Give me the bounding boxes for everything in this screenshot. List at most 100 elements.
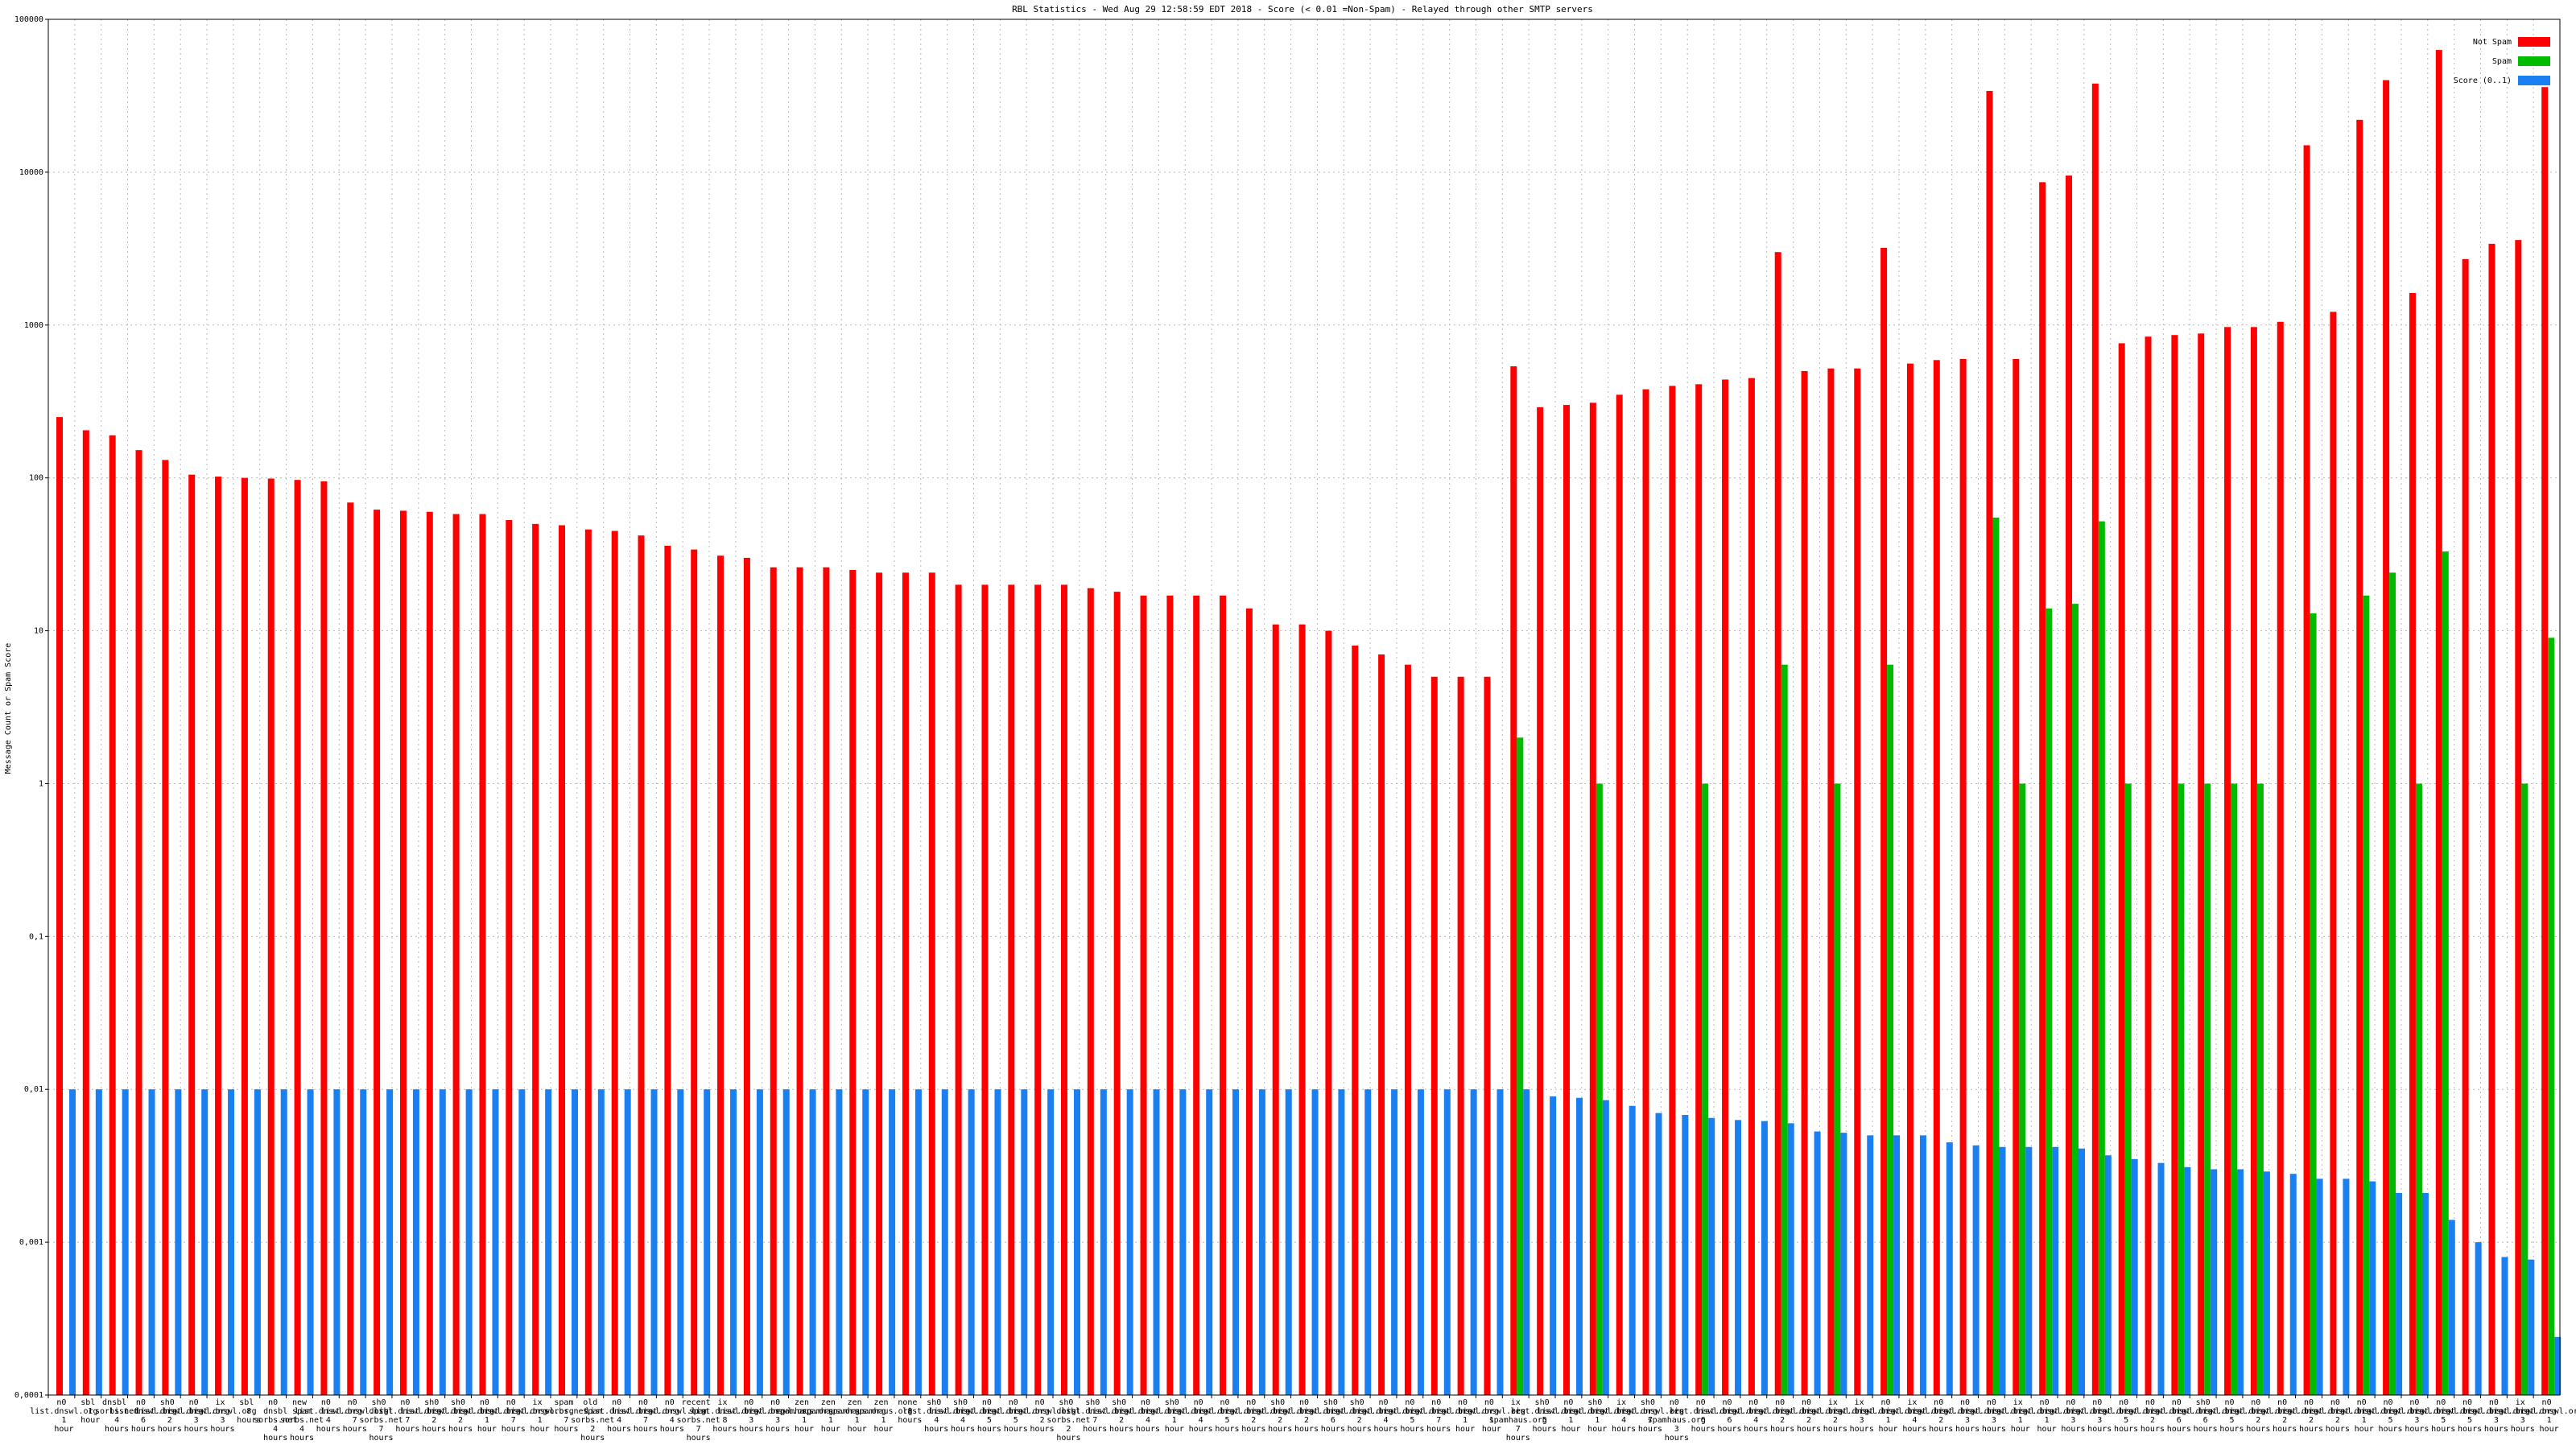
bar: [730, 1089, 737, 1395]
x-tick-label: n0 list.dnswl.org 3 hours: [1955, 1398, 2028, 1434]
bar: [2046, 608, 2053, 1395]
bar: [1801, 370, 1808, 1395]
x-tick-label: ix list.dnswl.org 1 hour: [1982, 1398, 2054, 1434]
bar: [2421, 1192, 2429, 1395]
bar: [254, 1089, 261, 1395]
bar: [2343, 1179, 2350, 1395]
bar: [360, 1089, 367, 1395]
bar: [1061, 584, 1067, 1395]
bar: [1946, 1142, 1953, 1395]
bar: [2548, 638, 2555, 1395]
x-tick-label: n0 list.dnswl.org 5 hours: [951, 1398, 1023, 1434]
x-tick-label: ix list.dnswl.org 8 hours: [686, 1398, 758, 1434]
x-tick-label: n0 list.dnswl.org 4 hours: [1717, 1398, 1790, 1434]
bar: [545, 1089, 552, 1395]
y-tick-label: 100: [29, 474, 43, 483]
bar: [823, 567, 830, 1395]
bar: [1722, 379, 1729, 1395]
x-tick-label: sh0 list.dnswl.org 6 hours: [1294, 1398, 1367, 1434]
x-tick-label: n0 list.dnswl.org 3 hours: [2458, 1398, 2530, 1434]
bar: [1206, 1089, 1213, 1395]
x-tick-label: sh0 list.dnswl.org 6 hours: [2166, 1398, 2239, 1434]
bar: [2448, 1220, 2455, 1395]
bar: [770, 567, 777, 1395]
x-tick-label: n0 list.dnswl.org 4 hours: [1109, 1398, 1182, 1434]
bar: [1774, 252, 1781, 1396]
x-tick-label: n0 list.dnswl.org 1 hour: [1849, 1398, 1922, 1434]
x-tick-label: n0 list.dnswl.org 2 hours: [1268, 1398, 1340, 1434]
x-tick-label: n0 list.dnswl.org 2 hours: [1215, 1398, 1287, 1434]
bar: [2316, 1179, 2323, 1395]
bar: [650, 1089, 658, 1395]
bar: [1702, 783, 1709, 1395]
bar: [1629, 1105, 1636, 1395]
bar: [928, 572, 935, 1395]
bar: [584, 529, 592, 1395]
x-tick-label: n0 list.dnswl.org 1 hour: [448, 1398, 521, 1434]
bar: [717, 555, 724, 1395]
bar: [1021, 1089, 1028, 1395]
bar: [386, 1089, 394, 1395]
bar: [1100, 1089, 1107, 1395]
bar: [412, 1089, 419, 1395]
x-tick-label: ix list.dnswl.org 3 hours: [1823, 1398, 1896, 1434]
x-tick-label: n0 list.dnswl.org 2 hours: [2246, 1398, 2318, 1434]
x-tick-label: n0 list.dnswl.org 1 hour: [25, 1398, 97, 1434]
x-tick-label: n0 list.dnswl.org 6 hours: [1664, 1398, 1736, 1434]
bar: [1602, 1100, 1609, 1395]
bar: [1537, 407, 1544, 1395]
x-tick-label: zen spamhaus.org 1 hour: [797, 1398, 860, 1434]
bar: [1906, 363, 1913, 1395]
y-axis-label: Message Count or Spam Score: [4, 643, 13, 774]
x-tick-label: sh0 list.dnswl.org 4 hours: [924, 1398, 997, 1434]
bar: [2198, 333, 2205, 1395]
bar: [2442, 551, 2449, 1396]
bar: [320, 481, 328, 1395]
bar: [2204, 783, 2211, 1395]
bar: [1893, 1135, 1901, 1395]
bar: [1655, 1113, 1662, 1395]
bar: [307, 1089, 314, 1395]
x-tick-label: sh0 list.dnswl.org 1 hour: [1136, 1398, 1208, 1434]
bar: [1008, 584, 1015, 1395]
bar: [2211, 1169, 2218, 1395]
x-tick-label: n0 list.dnswl.org 5 hours: [1373, 1398, 1446, 1434]
bar: [1735, 1120, 1742, 1395]
x-tick-label: n0 list.dnswl.org 1 hour: [1532, 1398, 1604, 1434]
bar: [2231, 783, 2238, 1395]
legend-label: Score (0..1): [2454, 76, 2512, 85]
bar: [95, 1089, 102, 1395]
x-tick-label: n0 list.dnswl.org 2 hours: [2114, 1398, 2186, 1434]
x-tick-label: n0 list.dnswl.org 7 hours: [607, 1398, 679, 1434]
bar: [109, 435, 116, 1396]
bar: [1179, 1089, 1187, 1395]
bar: [1126, 1089, 1133, 1395]
bar: [1563, 405, 1570, 1395]
bar: [1576, 1097, 1583, 1395]
bar: [2554, 1336, 2562, 1395]
x-tick-label: n0 list.dnswl.org 7 hours: [1400, 1398, 1472, 1434]
legend-swatch: [2518, 56, 2550, 66]
x-tick-label: n0 list.dnswl.org 3 hours: [712, 1398, 785, 1434]
bar: [439, 1089, 446, 1395]
legend-label: Not Spam: [2473, 38, 2512, 47]
bar: [1047, 1089, 1055, 1395]
bar: [572, 1089, 578, 1395]
x-tick-label: none 8 hours: [893, 1398, 922, 1425]
bar: [2019, 783, 2026, 1395]
bar: [1840, 1133, 1847, 1395]
bar: [1364, 1089, 1372, 1395]
bar: [1285, 1089, 1292, 1395]
bar: [1748, 378, 1755, 1395]
bar: [743, 557, 750, 1395]
bar: [2091, 83, 2099, 1395]
bar: [294, 480, 301, 1395]
bar: [1972, 1145, 1979, 1395]
bar: [228, 1089, 235, 1395]
bar: [1258, 1089, 1265, 1395]
x-tick-label: sh0 list.dnswl.org 4 hours: [898, 1398, 970, 1434]
x-tick-label: zen spamhaus.org 1 hour: [849, 1398, 912, 1434]
bar: [2475, 1242, 2482, 1395]
bar: [1642, 389, 1649, 1395]
y-tick-label: 0,001: [19, 1238, 43, 1247]
